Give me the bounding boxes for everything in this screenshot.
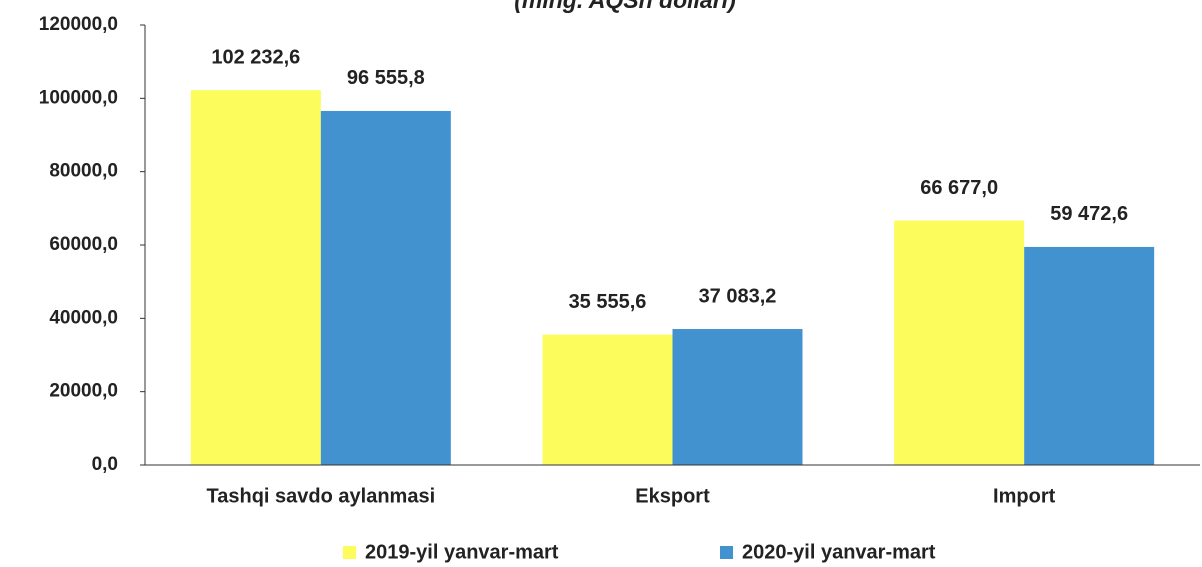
bar <box>894 220 1025 465</box>
bar <box>190 90 321 466</box>
x-tick-label: Import <box>993 485 1056 507</box>
value-label: 66 677,0 <box>920 177 998 199</box>
value-label: 102 232,6 <box>211 46 300 68</box>
value-label: 59 472,6 <box>1050 203 1128 225</box>
x-tick-label: Tashqi savdo aylanmasi <box>207 485 436 507</box>
legend-swatch <box>720 546 733 559</box>
y-tick-label: 0,0 <box>92 454 118 475</box>
legend-label: 2020-yil yanvar-mart <box>742 541 936 563</box>
y-tick-label: 20000,0 <box>49 381 118 402</box>
bar <box>542 334 673 465</box>
value-label: 35 555,6 <box>569 291 647 313</box>
x-tick-label: Eksport <box>635 485 710 507</box>
y-tick-label: 60000,0 <box>49 234 118 255</box>
value-label: 37 083,2 <box>699 285 777 307</box>
legend-swatch <box>343 546 356 559</box>
y-tick-label: 80000,0 <box>49 161 118 182</box>
bar <box>1024 246 1155 465</box>
bar <box>320 110 451 465</box>
chart-subtitle: (ming. AQSh dollari) <box>514 0 735 13</box>
y-tick-label: 40000,0 <box>49 307 118 328</box>
value-label: 96 555,8 <box>347 67 425 89</box>
legend-label: 2019-yil yanvar-mart <box>365 541 559 563</box>
bar <box>672 329 803 465</box>
y-tick-label: 100000,0 <box>39 87 118 108</box>
y-tick-label: 120000,0 <box>39 14 118 35</box>
